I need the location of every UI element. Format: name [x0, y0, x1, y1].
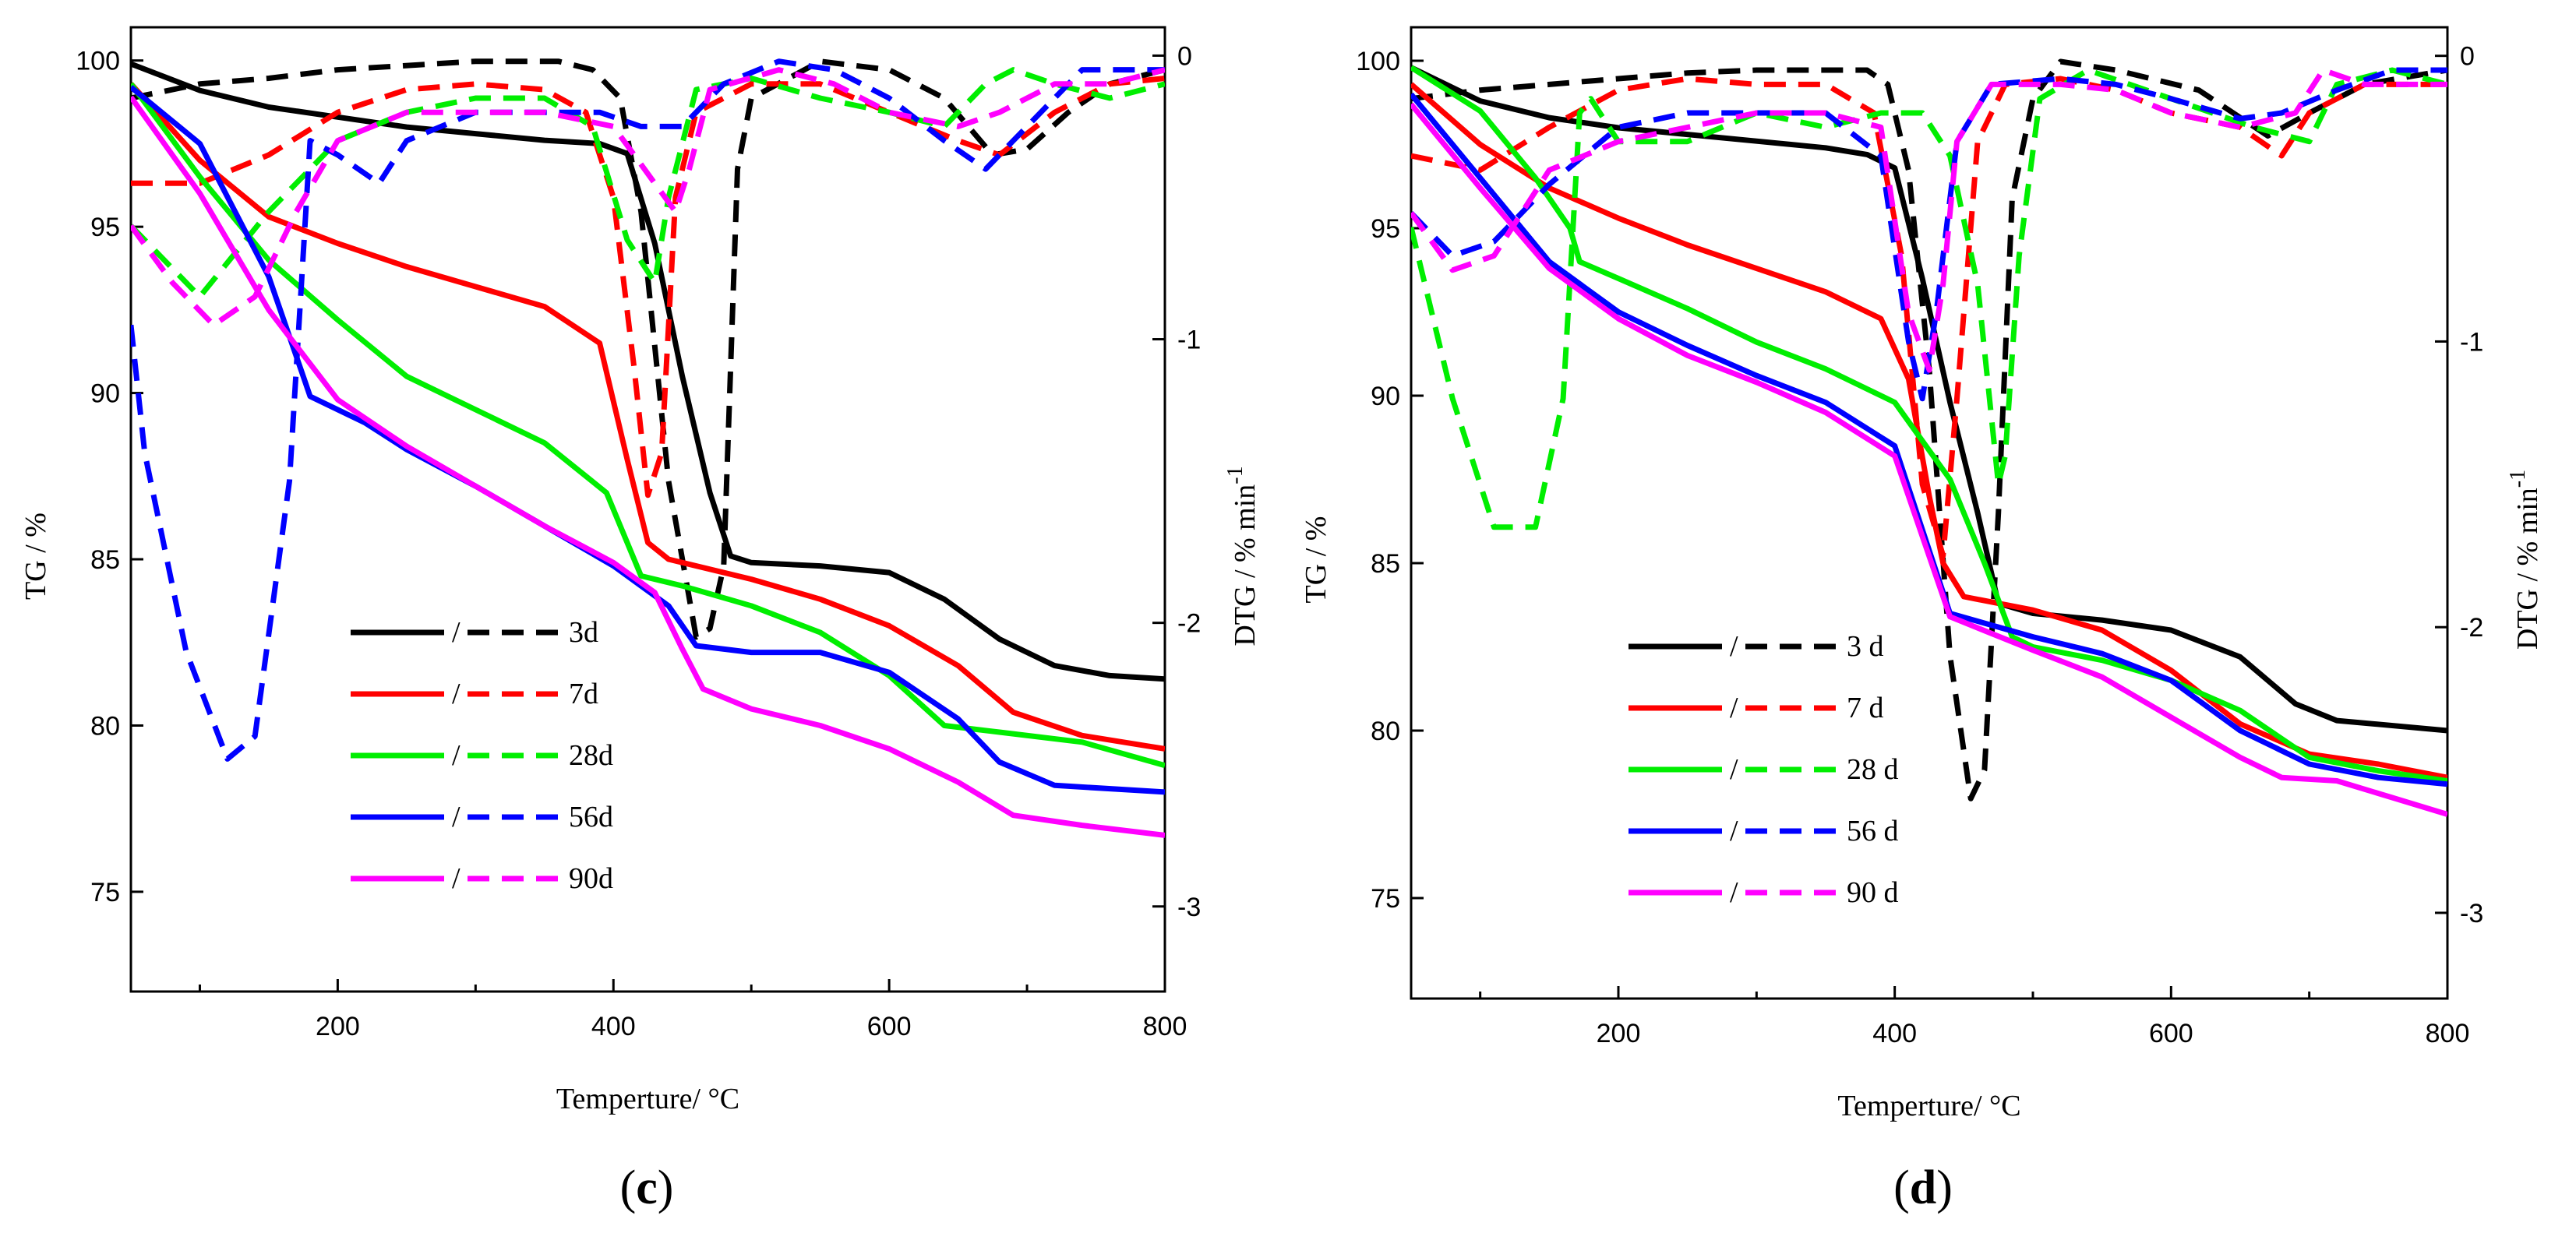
y-tick-label: 100	[76, 47, 120, 76]
y2-axis-title: DTG / % min-1	[2506, 470, 2544, 650]
y-tick-label: 100	[1356, 47, 1400, 76]
x-tick-label: 800	[2426, 1019, 2470, 1048]
legend-separator: /	[452, 862, 461, 895]
legend-separator: /	[452, 801, 461, 833]
panel-label-d: (d)	[1893, 1161, 1953, 1214]
y2-tick-label: -2	[1177, 609, 1201, 639]
y2-tick-label: -1	[2460, 327, 2483, 357]
dtg-line-3d	[1411, 58, 2447, 801]
tg-line-28d	[1411, 65, 2447, 784]
x-tick-label: 200	[316, 1012, 360, 1041]
legend-separator: /	[1730, 815, 1738, 847]
legend-separator: /	[1730, 692, 1738, 724]
x-tick-label: 800	[1143, 1012, 1187, 1041]
dtg-line-56d	[131, 58, 1165, 762]
y2-tick-label: -3	[2460, 899, 2483, 928]
tg-line-90d	[131, 95, 1165, 838]
y-tick-label: 85	[1371, 549, 1400, 579]
y-tick-label: 95	[90, 213, 120, 242]
y-tick-label: 90	[1371, 382, 1400, 411]
legend-separator: /	[452, 616, 461, 649]
legend-label-3d: 3 d	[1847, 630, 1884, 663]
y2-tick-label: -2	[2460, 613, 2483, 643]
legend-label-56d: 56d	[569, 801, 613, 833]
tg-line-28d	[131, 82, 1165, 769]
y-axis-title: TG / %	[1300, 516, 1332, 604]
y-tick-label: 75	[90, 878, 120, 907]
x-tick-label: 600	[867, 1012, 912, 1041]
y-tick-label: 75	[1371, 884, 1400, 914]
legend-label-7d: 7 d	[1847, 692, 1884, 724]
x-axis-title: Temperture/ °C	[556, 1083, 739, 1115]
y-tick-label: 90	[90, 379, 120, 409]
x-tick-label: 200	[1597, 1019, 1641, 1048]
panel-d: 200 400 600 800 75 80 85 90 95 100 -3 -2 -1 0 Tempertu…	[1300, 26, 2544, 1214]
legend-label-7d: 7d	[569, 678, 598, 710]
y-tick-label: 80	[90, 711, 120, 741]
panel-label-c: (c)	[620, 1161, 674, 1214]
plot-frame	[1410, 26, 2449, 1000]
legend-label-3d: 3d	[569, 616, 598, 649]
plot-area	[131, 58, 1165, 838]
tg-line-7d	[131, 82, 1165, 752]
legend-label-28d: 28d	[569, 739, 613, 772]
y2-tick-label: 0	[2460, 42, 2475, 72]
dtg-line-90d	[131, 67, 1165, 328]
tg-line-3d	[131, 61, 1165, 682]
legend-label-90d: 90d	[569, 862, 613, 895]
y-tick-label: 80	[1371, 717, 1400, 746]
dtg-line-7d	[1411, 76, 2447, 558]
legend-label-28d: 28 d	[1847, 753, 1899, 786]
dtg-line-56d	[1411, 67, 2447, 402]
legend-separator: /	[452, 678, 461, 710]
x-tick-label: 400	[591, 1012, 636, 1041]
plot-frame	[129, 26, 1166, 993]
legend-separator: /	[1730, 630, 1738, 663]
legend-label-56d: 56 d	[1847, 815, 1899, 847]
dtg-line-90d	[1411, 67, 2447, 373]
y-tick-label: 95	[1371, 214, 1400, 244]
legend-separator: /	[452, 739, 461, 772]
dtg-line-28d	[1411, 67, 2447, 530]
legend-separator: /	[1730, 876, 1738, 909]
dtg-line-7d	[131, 76, 1165, 498]
legend-label-90d: 90 d	[1847, 876, 1899, 909]
dtg-line-28d	[131, 67, 1165, 300]
plot-area	[1411, 58, 2447, 817]
panel-c: 200 400 600 800 75 80 85 90 95 100 -3 -2 -1 0 Tempertu…	[19, 26, 1262, 1214]
y2-axis-title: DTG / % min-1	[1223, 466, 1262, 646]
x-axis-title: Temperture/ °C	[1837, 1090, 2020, 1122]
y2-axis-title-sup: -1	[2506, 470, 2530, 488]
x-tick-label: 400	[1872, 1019, 1917, 1048]
y-axis-title: TG / %	[19, 513, 52, 600]
y2-tick-label: -3	[1177, 893, 1201, 922]
legend-separator: /	[1730, 753, 1738, 786]
y-tick-label: 85	[90, 545, 120, 575]
tg-line-90d	[1411, 102, 2447, 817]
tg-line-7d	[1411, 82, 2447, 780]
x-tick-label: 600	[2149, 1019, 2193, 1048]
y2-tick-label: 0	[1177, 41, 1192, 71]
y2-tick-label: -1	[1177, 326, 1201, 355]
y2-axis-title-sup: -1	[1223, 466, 1247, 484]
